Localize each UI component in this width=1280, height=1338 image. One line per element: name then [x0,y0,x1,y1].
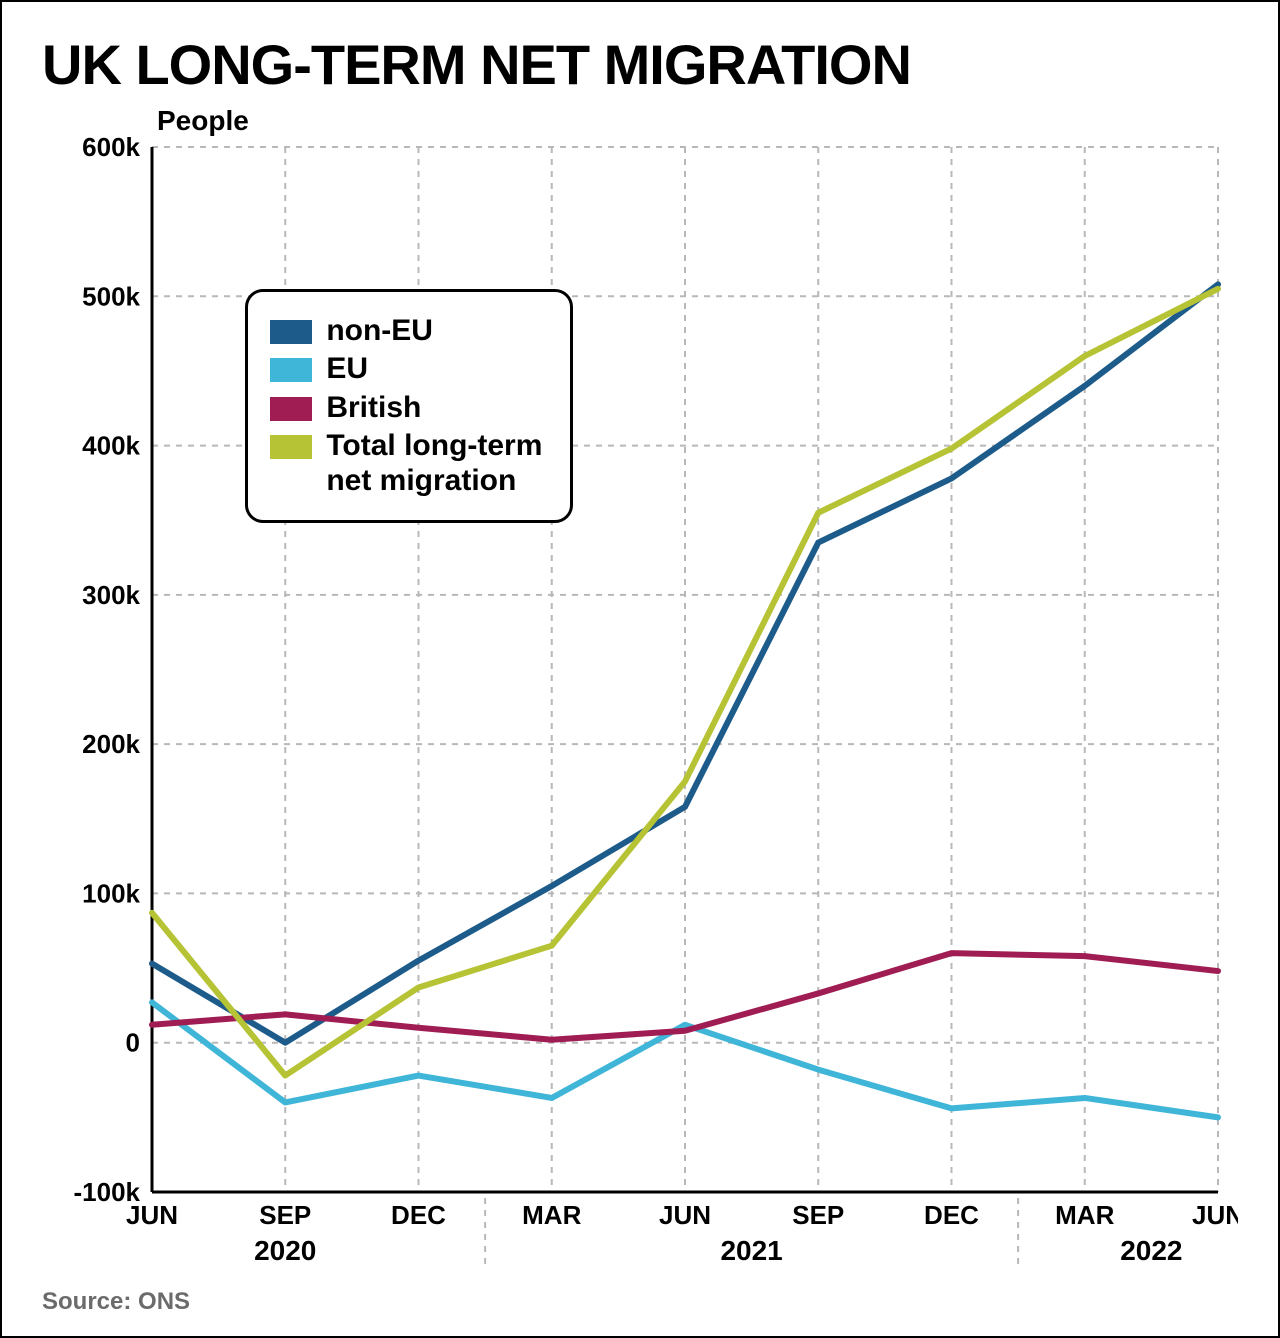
legend-swatch [270,358,312,382]
y-tick-label: 0 [126,1028,140,1058]
x-tick-label: DEC [391,1200,446,1230]
y-tick-label: 600k [82,132,140,162]
legend-swatch [270,435,312,459]
x-tick-label: MAR [1055,1200,1114,1230]
y-tick-label: 300k [82,580,140,610]
legend-item: EU [270,352,542,387]
x-tick-label: JUN [1192,1200,1238,1230]
chart-container: UK LONG-TERM NET MIGRATION People -100k0… [2,2,1278,1336]
x-tick-label: SEP [259,1200,311,1230]
chart-area: -100k0100k200k300k400k500k600kJUNSEPDECM… [42,127,1238,1282]
y-tick-label: 100k [82,878,140,908]
year-label: 2022 [1120,1235,1182,1266]
chart-svg: -100k0100k200k300k400k500k600kJUNSEPDECM… [42,127,1238,1282]
y-tick-label: 200k [82,729,140,759]
legend-item: British [270,391,542,426]
legend-label: Total long-termnet migration [326,429,542,498]
legend: non-EUEU BritishTotal long-termnet migrat… [245,289,573,524]
x-tick-label: DEC [924,1200,979,1230]
y-tick-label: 500k [82,281,140,311]
year-label: 2020 [254,1235,316,1266]
legend-label: British [326,391,421,426]
legend-label: non-EU [326,314,433,349]
x-tick-label: JUN [126,1200,178,1230]
year-label: 2021 [720,1235,782,1266]
legend-label: EU [326,352,368,387]
y-tick-label: 400k [82,431,140,461]
source-label: Source: ONS [42,1288,1238,1316]
chart-title: UK LONG-TERM NET MIGRATION [42,32,1238,97]
x-tick-label: JUN [659,1200,711,1230]
legend-item: Total long-termnet migration [270,429,542,498]
legend-item: non-EU [270,314,542,349]
legend-swatch [270,320,312,344]
legend-swatch [270,397,312,421]
x-tick-label: SEP [792,1200,844,1230]
x-tick-label: MAR [522,1200,581,1230]
